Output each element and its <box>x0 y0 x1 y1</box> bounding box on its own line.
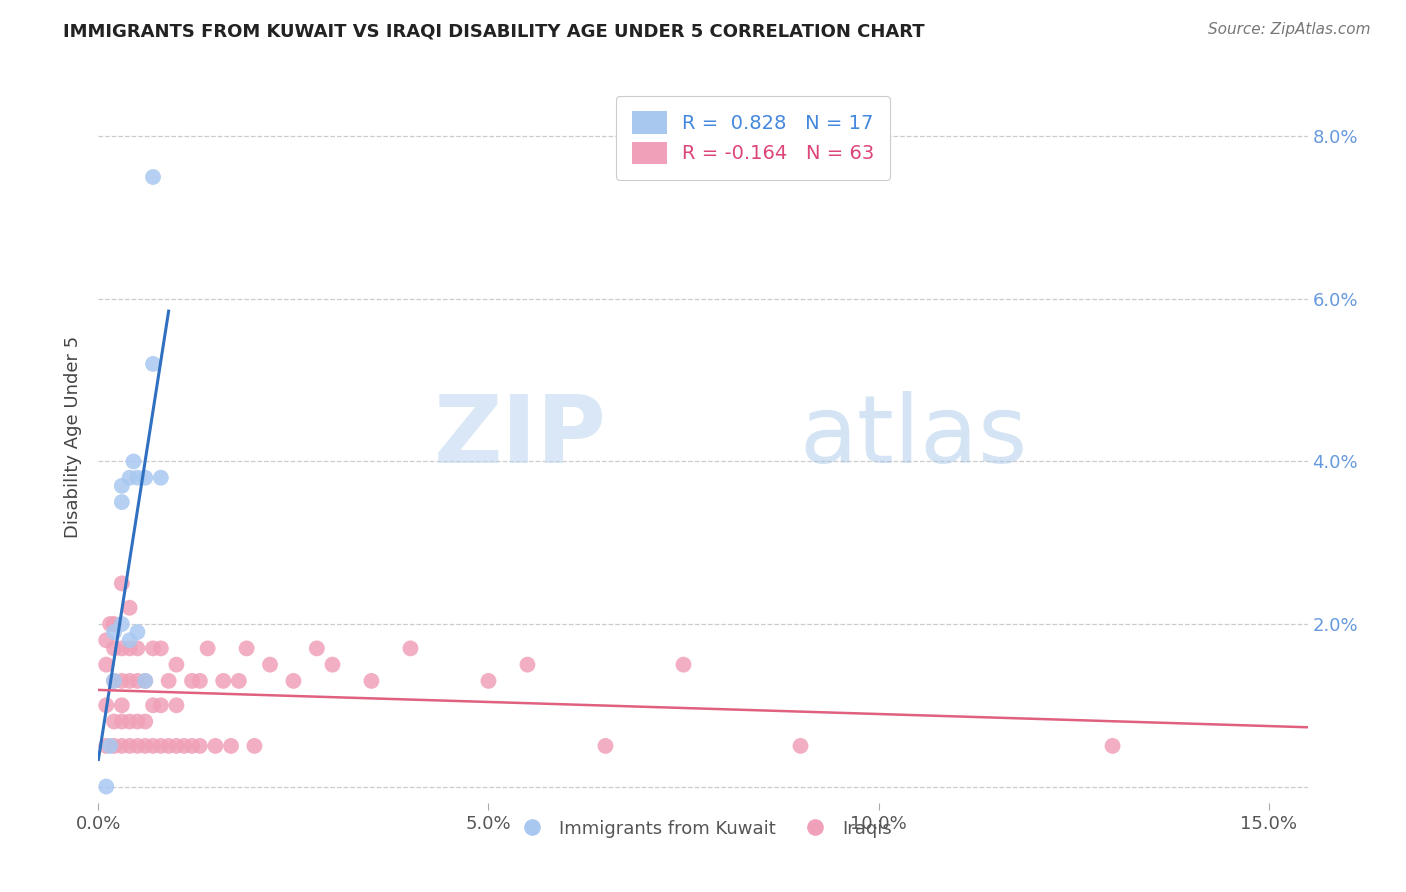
Point <box>118 714 141 729</box>
Text: ZIP: ZIP <box>433 391 606 483</box>
Point <box>516 657 538 672</box>
Point <box>118 633 141 648</box>
Point <box>157 673 180 688</box>
Point <box>98 739 121 753</box>
Point <box>165 657 187 672</box>
Point <box>96 780 118 794</box>
Point <box>181 673 204 688</box>
Point <box>149 641 172 656</box>
Point <box>127 625 149 640</box>
Point <box>103 714 125 729</box>
Point <box>118 471 141 485</box>
Text: Source: ZipAtlas.com: Source: ZipAtlas.com <box>1208 22 1371 37</box>
Point <box>134 714 156 729</box>
Point <box>96 633 118 648</box>
Point <box>127 714 149 729</box>
Point <box>165 739 187 753</box>
Point <box>360 673 382 688</box>
Point <box>111 495 134 509</box>
Point <box>127 471 149 485</box>
Point <box>149 739 172 753</box>
Point <box>157 739 180 753</box>
Point <box>204 739 226 753</box>
Point <box>103 641 125 656</box>
Point <box>111 479 134 493</box>
Legend: Immigrants from Kuwait, Iraqis: Immigrants from Kuwait, Iraqis <box>506 813 900 845</box>
Point <box>96 698 118 713</box>
Point <box>228 673 250 688</box>
Point <box>399 641 422 656</box>
Point <box>188 739 211 753</box>
Point <box>103 739 125 753</box>
Point <box>321 657 343 672</box>
Point <box>235 641 257 656</box>
Point <box>259 657 281 672</box>
Point <box>142 739 165 753</box>
Point <box>134 739 156 753</box>
Point <box>111 673 134 688</box>
Point <box>197 641 219 656</box>
Point <box>149 698 172 713</box>
Point <box>103 625 125 640</box>
Point <box>103 673 125 688</box>
Point <box>149 471 172 485</box>
Point <box>134 673 156 688</box>
Point <box>142 698 165 713</box>
Point <box>173 739 195 753</box>
Point <box>142 641 165 656</box>
Point <box>134 471 156 485</box>
Point <box>118 641 141 656</box>
Point <box>122 454 145 468</box>
Point <box>111 739 134 753</box>
Point <box>477 673 499 688</box>
Point <box>595 739 617 753</box>
Point <box>118 673 141 688</box>
Point <box>111 576 134 591</box>
Point <box>127 673 149 688</box>
Point <box>111 698 134 713</box>
Point <box>103 617 125 632</box>
Point <box>188 673 211 688</box>
Point <box>1101 739 1123 753</box>
Point <box>212 673 235 688</box>
Point <box>111 641 134 656</box>
Point <box>96 657 118 672</box>
Point <box>127 739 149 753</box>
Point <box>111 714 134 729</box>
Point <box>165 698 187 713</box>
Point <box>243 739 266 753</box>
Point <box>96 739 118 753</box>
Text: IMMIGRANTS FROM KUWAIT VS IRAQI DISABILITY AGE UNDER 5 CORRELATION CHART: IMMIGRANTS FROM KUWAIT VS IRAQI DISABILI… <box>63 22 925 40</box>
Point <box>118 739 141 753</box>
Point <box>118 600 141 615</box>
Point <box>127 641 149 656</box>
Point <box>134 673 156 688</box>
Point <box>305 641 328 656</box>
Point <box>142 357 165 371</box>
Point <box>111 617 134 632</box>
Point <box>103 673 125 688</box>
Point <box>181 739 204 753</box>
Point <box>142 169 165 184</box>
Y-axis label: Disability Age Under 5: Disability Age Under 5 <box>65 336 83 538</box>
Point <box>219 739 242 753</box>
Point <box>283 673 305 688</box>
Point <box>672 657 695 672</box>
Text: atlas: atlas <box>800 391 1028 483</box>
Point <box>789 739 811 753</box>
Point <box>98 617 121 632</box>
